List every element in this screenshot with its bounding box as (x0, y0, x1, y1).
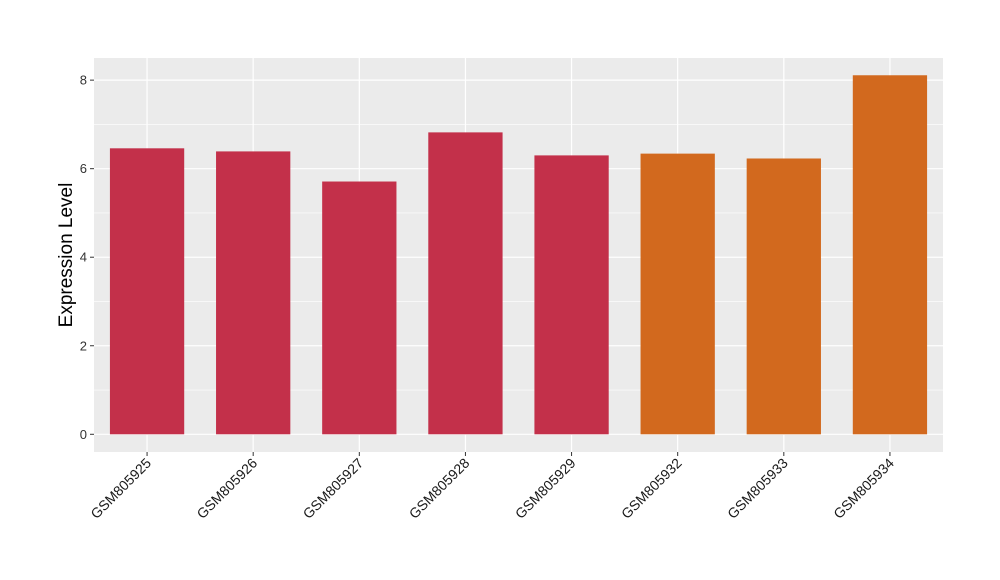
y-axis: 0 2 4 6 8 (80, 73, 94, 442)
x-axis: GSM805925 GSM805926 GSM805927 GSM805928 GSM8… (87, 452, 897, 522)
bar-gsm805929 (534, 155, 609, 435)
y-axis-title: Expression Level (56, 183, 77, 328)
bars (109, 75, 928, 435)
x-tick-label: GSM805929 (512, 455, 579, 522)
x-tick-label: GSM805928 (406, 455, 473, 522)
x-tick-label: GSM805932 (618, 455, 685, 522)
bar-gsm805927 (322, 181, 397, 435)
bar-gsm805932 (640, 153, 715, 435)
y-tick-label: 8 (80, 73, 87, 88)
bar-gsm805926 (216, 151, 291, 435)
x-tick-label: GSM805925 (87, 455, 154, 522)
y-tick-label: 2 (80, 338, 87, 353)
x-tick-label: GSM805926 (193, 455, 260, 522)
bar-gsm805933 (746, 158, 821, 435)
x-tick-label: GSM805934 (830, 455, 897, 522)
y-tick-label: 0 (80, 427, 87, 442)
x-tick-label: GSM805933 (724, 455, 791, 522)
bar-gsm805925 (109, 148, 185, 435)
x-tick-label: GSM805927 (300, 455, 367, 522)
y-tick-label: 6 (80, 161, 87, 176)
y-tick-label: 4 (80, 250, 87, 265)
bar-gsm805928 (428, 132, 503, 435)
bar-gsm805934 (852, 75, 928, 435)
